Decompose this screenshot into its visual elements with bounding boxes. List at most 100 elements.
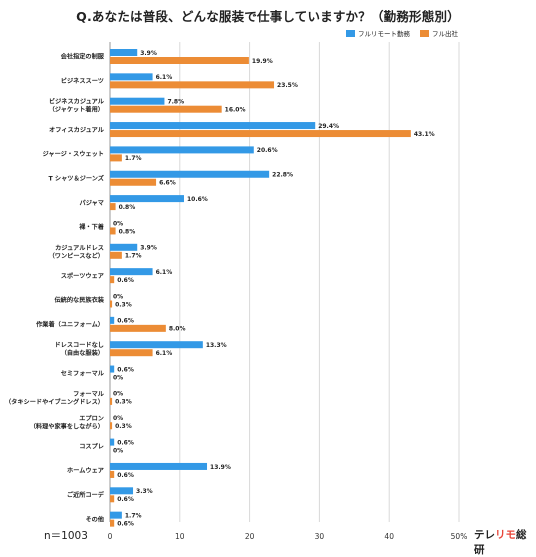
x-tick-label: 30 (315, 532, 325, 541)
category-label: T シャツ＆ジーンズ (49, 174, 105, 182)
bar-office (110, 203, 116, 211)
legend: フルリモート勤務 フル出社 (346, 28, 458, 38)
value-label-remote: 6.1% (156, 74, 173, 81)
legend-item-remote: フルリモート勤務 (346, 28, 410, 38)
value-label-office: 0.6% (117, 472, 134, 479)
bar-remote (110, 438, 115, 446)
bar-remote (110, 97, 165, 105)
bar-remote (110, 170, 270, 178)
category-label: コスプレ (79, 442, 104, 450)
category-label: エプロン（料理や家事をしながら） (30, 414, 104, 430)
value-label-remote: 0% (113, 391, 123, 398)
x-tick-label: 0 (108, 532, 113, 541)
category-label: ジャージ・スウェット (43, 150, 104, 158)
bar-remote (110, 365, 115, 373)
bar-remote (110, 316, 115, 324)
value-label-office: 43.1% (414, 131, 435, 138)
category-label: 伝統的な民族衣装 (55, 296, 105, 304)
category-label-line: （料理や家事をしながら） (30, 422, 104, 430)
value-label-office: 0% (113, 447, 123, 454)
bar-office (110, 251, 122, 259)
bar-office (110, 397, 113, 405)
value-label-remote: 13.3% (206, 342, 227, 349)
bar-office (110, 276, 115, 284)
category-label-line: ドレスコードなし (55, 341, 105, 349)
bar-remote (110, 243, 138, 251)
category-label: ビジネススーツ (61, 77, 104, 85)
value-label-remote: 29.4% (318, 123, 339, 130)
value-label-remote: 13.9% (210, 464, 231, 471)
value-label-remote: 7.8% (167, 99, 184, 106)
category-label-line: （タキシードやイブニングドレス） (5, 398, 104, 406)
bar-office (110, 470, 115, 478)
bar-remote (110, 73, 153, 81)
value-label-office: 6.1% (156, 350, 173, 357)
value-label-remote: 0.6% (117, 439, 134, 446)
category-label: スポーツウェア (61, 272, 104, 280)
bar-office (110, 495, 115, 503)
value-label-office: 1.7% (125, 155, 142, 162)
category-label-line: カジュアルドレス (55, 245, 104, 252)
category-label: パジャマ (80, 199, 104, 207)
value-label-remote: 20.6% (257, 147, 278, 154)
x-tick-label: 20 (245, 532, 255, 541)
category-label-line: エプロン (79, 414, 104, 422)
bar-office (110, 227, 116, 235)
category-label: セミフォーマル (61, 370, 105, 377)
category-label: ホームウェア (67, 467, 104, 475)
category-label: ビジネスカジュアル（ジャケット着用） (49, 98, 105, 114)
value-label-remote: 3.3% (136, 488, 153, 495)
bar-office (110, 324, 166, 332)
x-tick-label: 40 (384, 532, 394, 541)
value-label-remote: 3.9% (140, 50, 157, 57)
category-label-line: ビジネスカジュアル (49, 98, 105, 106)
value-label-office: 0.3% (115, 399, 132, 406)
bar-office (110, 57, 249, 64)
category-label-line: フォーマル (73, 391, 105, 398)
brand-part-1: テレ (474, 529, 495, 541)
bar-office (110, 81, 275, 89)
value-label-office: 23.5% (277, 82, 298, 89)
bars (110, 49, 411, 527)
bar-remote (110, 268, 153, 276)
value-labels: 3.9% 19.9% 6.1% 23.5% 7.8% 16.0% 29.4% 43.1% 20.… (113, 50, 435, 528)
category-label: 作業着（ユニフォーム） (36, 321, 104, 329)
bar-remote (110, 49, 138, 56)
bar-remote (110, 341, 203, 349)
bar-remote (110, 195, 184, 203)
bar-office (110, 154, 122, 162)
brand-logo: テレリモ総研 (474, 527, 536, 557)
legend-item-office: フル出社 (420, 28, 458, 38)
bar-office (110, 422, 113, 430)
value-label-remote: 3.9% (140, 245, 157, 252)
bar-remote (110, 462, 208, 470)
value-label-office: 8.0% (169, 326, 186, 333)
legend-swatch-office (420, 29, 429, 37)
legend-label-remote: フルリモート勤務 (358, 30, 410, 38)
value-label-office: 16.0% (225, 107, 246, 114)
value-label-office: 1.7% (125, 253, 142, 260)
bar-office (110, 349, 153, 357)
value-label-remote: 0% (113, 220, 123, 227)
bar-office (110, 300, 113, 308)
value-label-office: 0.6% (117, 496, 134, 503)
bar-remote (110, 511, 122, 519)
legend-swatch-remote (346, 29, 355, 37)
value-label-office: 19.9% (252, 58, 273, 65)
category-label: オフィスカジュアル (49, 127, 105, 134)
bar-office (110, 130, 411, 138)
category-label-line: （ジャケット着用） (49, 106, 104, 114)
value-label-office: 0.6% (117, 520, 134, 527)
x-tick-label: 10 (175, 532, 185, 541)
category-label: その他 (85, 515, 104, 523)
value-label-office: 0.3% (115, 423, 132, 430)
value-label-remote: 10.6% (187, 196, 208, 203)
value-label-office: 0.6% (117, 277, 134, 284)
category-label: ドレスコードなし（自由な服装） (55, 341, 105, 357)
value-label-remote: 0% (113, 293, 123, 300)
legend-label-office: フル出社 (432, 30, 458, 38)
x-axis-ticks: 0 10 20 30 40 50% (108, 532, 468, 541)
value-label-office: 0.3% (115, 301, 132, 308)
